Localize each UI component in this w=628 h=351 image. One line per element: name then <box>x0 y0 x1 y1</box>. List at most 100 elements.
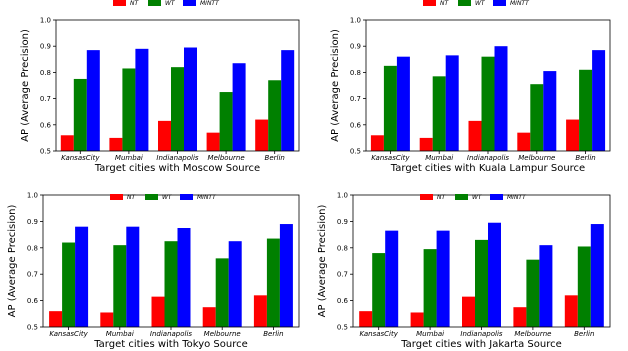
chart-panel-4: 0.5 0.6 0.7 0.8 0.9 1.0 KansasCity Mumbai Indian… <box>317 192 611 350</box>
legend-swatch-nt <box>110 194 123 200</box>
bar-wt-kansascity <box>372 253 386 327</box>
bar-mintt-berlin <box>592 50 606 151</box>
y-tick-label: 0.9 <box>337 218 348 226</box>
legend-swatch-mintt <box>493 0 506 6</box>
legend-swatch-wt <box>455 194 468 200</box>
bar-mintt-kansascity <box>86 50 100 151</box>
bar-nt-indianapolis <box>468 120 482 151</box>
legend-label-wt: WT <box>162 194 173 201</box>
bar-mintt-melbourne <box>539 245 553 327</box>
y-tick-label: 0.9 <box>350 43 361 51</box>
y-tick-label: 0.8 <box>40 69 51 77</box>
bar-mintt-indianapolis <box>184 47 197 152</box>
bar-mintt-melbourne <box>228 241 242 327</box>
bar-nt-melbourne <box>202 307 216 327</box>
legend-label-mintt: MINTT <box>197 194 217 201</box>
y-tick-label: 1.0 <box>350 17 361 25</box>
bar-wt-mumbai <box>122 68 136 151</box>
x-tick-label: Mumbai <box>106 330 134 338</box>
legend-swatch-wt <box>458 0 471 6</box>
x-tick-label: Indianapolis <box>156 154 199 162</box>
x-tick-label: Berlin <box>263 330 283 338</box>
bar-wt-melbourne <box>526 259 540 327</box>
y-tick-label: 0.9 <box>40 43 51 51</box>
legend: NT WT MINTT <box>420 194 527 201</box>
y-tick-label: 0.7 <box>350 95 361 103</box>
legend-label-mintt: MINTT <box>507 194 527 201</box>
bar-wt-indianapolis <box>171 67 184 151</box>
bar-wt-indianapolis <box>164 241 178 327</box>
y-axis-label: AP (Average Precision) <box>20 29 31 142</box>
x-axis-label: Target cities with Moscow Source <box>94 163 260 174</box>
legend: NT WT MINTT <box>113 0 220 7</box>
y-axis-label: AP (Average Precision) <box>330 29 341 142</box>
x-tick-label: Mumbai <box>425 154 453 162</box>
bar-wt-melbourne <box>215 258 229 327</box>
bar-wt-kansascity <box>383 65 397 151</box>
bar-nt-melbourne <box>206 132 220 151</box>
bar-nt-berlin <box>253 295 267 327</box>
chart-panel-2: 0.5 0.6 0.7 0.8 0.9 1.0 KansasCity Mumbai Indian… <box>330 0 611 174</box>
bar-wt-indianapolis <box>481 56 495 151</box>
x-tick-label: Indianapolis <box>460 330 503 338</box>
bar-nt-mumbai <box>109 137 123 151</box>
bar-nt-kansascity <box>359 311 373 327</box>
bar-mintt-mumbai <box>135 48 149 151</box>
x-tick-label: KansasCity <box>61 154 100 162</box>
y-axis-label: AP (Average Precision) <box>317 205 328 318</box>
bar-nt-melbourne <box>513 307 527 327</box>
bar-nt-indianapolis <box>462 296 475 327</box>
bar-mintt-berlin <box>279 224 293 327</box>
bar-wt-berlin <box>577 246 591 327</box>
y-tick-label: 0.8 <box>350 69 361 77</box>
legend-swatch-nt <box>420 194 433 200</box>
y-tick-label: 0.6 <box>337 297 349 305</box>
bar-mintt-kansascity <box>75 226 89 327</box>
x-tick-label: Melbourne <box>208 154 245 162</box>
y-tick-label: 0.6 <box>40 121 52 129</box>
legend: NT WT MINTT <box>423 0 530 7</box>
y-tick-label: 0.5 <box>40 148 51 156</box>
bar-mintt-indianapolis <box>177 228 191 327</box>
bar-wt-berlin <box>268 80 282 151</box>
x-axis-label: Target cities with Tokyo Source <box>93 339 248 350</box>
bar-nt-berlin <box>564 295 578 327</box>
y-tick-label: 1.0 <box>27 192 38 200</box>
legend-label-wt: WT <box>165 0 176 7</box>
legend-label-nt: NT <box>437 194 446 201</box>
bar-mintt-kansascity <box>396 56 410 151</box>
bar-nt-kansascity <box>370 135 384 151</box>
legend-label-nt: NT <box>440 0 449 7</box>
bar-mintt-mumbai <box>436 230 450 327</box>
legend-swatch-nt <box>423 0 436 6</box>
bar-mintt-mumbai <box>445 55 459 152</box>
y-tick-label: 0.7 <box>27 271 38 279</box>
y-tick-label: 0.9 <box>27 218 38 226</box>
x-axis-label: Target cities with Jakarta Source <box>400 339 562 350</box>
bar-nt-melbourne <box>517 132 531 151</box>
bar-mintt-berlin <box>590 224 604 327</box>
legend-swatch-nt <box>113 0 126 6</box>
x-tick-label: Mumbai <box>115 154 143 162</box>
bar-wt-mumbai <box>423 249 437 327</box>
bar-wt-melbourne <box>219 92 233 151</box>
legend-label-nt: NT <box>127 194 136 201</box>
x-tick-label: Mumbai <box>416 330 444 338</box>
legend-swatch-mintt <box>183 0 196 6</box>
bar-nt-mumbai <box>100 312 114 327</box>
y-tick-label: 0.7 <box>337 271 348 279</box>
bar-mintt-melbourne <box>543 71 557 151</box>
bar-wt-berlin <box>266 238 280 327</box>
x-tick-label: Melbourne <box>514 330 551 338</box>
x-tick-label: Berlin <box>575 154 595 162</box>
y-tick-label: 0.5 <box>337 324 348 332</box>
x-tick-label: Berlin <box>265 154 285 162</box>
bar-nt-mumbai <box>419 137 433 151</box>
legend-label-wt: WT <box>475 0 486 7</box>
y-tick-label: 0.5 <box>27 324 38 332</box>
y-tick-label: 1.0 <box>337 192 348 200</box>
y-tick-label: 0.8 <box>337 244 348 252</box>
bar-wt-berlin <box>579 69 593 151</box>
bar-nt-berlin <box>566 119 580 151</box>
